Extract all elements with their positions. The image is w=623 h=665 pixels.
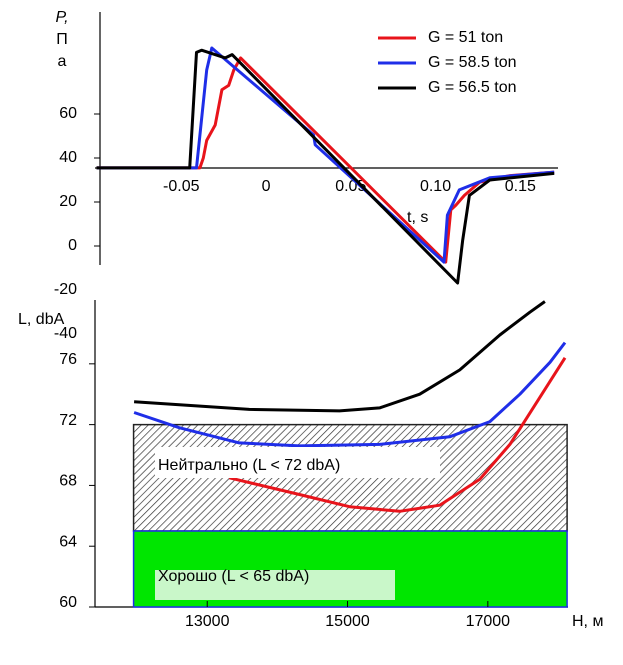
zone-label-box — [155, 570, 395, 600]
x-tick-label: 15000 — [325, 613, 370, 630]
x-tick-label: -0.05 — [163, 178, 200, 195]
y-tick-label: -20 — [54, 281, 77, 298]
x-axis-label: t, s — [407, 209, 428, 226]
y-tick-label: 60 — [59, 594, 77, 611]
legend-label: G = 56.5 ton — [428, 79, 517, 96]
legend-label: G = 51 ton — [428, 29, 503, 46]
y-tick-label: 64 — [59, 533, 77, 550]
line-series — [228, 356, 567, 513]
y-tick-label: 68 — [59, 473, 77, 490]
x-tick-label: 17000 — [466, 613, 511, 630]
zone-label: Хорошо (L < 65 dbA) — [158, 568, 309, 585]
x-tick-label: 0.15 — [505, 178, 536, 195]
y-tick-label: -40 — [54, 325, 77, 342]
y-tick-label: 72 — [59, 412, 77, 429]
line-series — [96, 46, 555, 264]
zone-label-box — [155, 447, 440, 478]
y-tick-label: 40 — [59, 149, 77, 166]
line-series — [96, 48, 555, 285]
line-series — [96, 56, 555, 264]
y-axis-label: П — [56, 31, 68, 48]
x-tick-label: 0 — [262, 178, 271, 195]
y-tick-label: 20 — [59, 193, 77, 210]
x-tick-label: 13000 — [185, 613, 230, 630]
y-axis-label: L, dbA — [18, 311, 65, 328]
legend-label: G = 58.5 ton — [428, 54, 517, 71]
y-tick-label: 60 — [59, 105, 77, 122]
line-series — [134, 300, 546, 413]
y-tick-label: 76 — [59, 351, 77, 368]
zone-label: Нейтрально (L < 72 dbA) — [158, 457, 340, 474]
x-axis-label: H, м — [572, 613, 603, 630]
y-axis-label: а — [58, 53, 67, 70]
line-series — [133, 341, 567, 448]
x-tick-label: 0.10 — [420, 178, 451, 195]
y-axis-label: P, — [55, 9, 68, 26]
y-tick-label: 0 — [68, 237, 77, 254]
